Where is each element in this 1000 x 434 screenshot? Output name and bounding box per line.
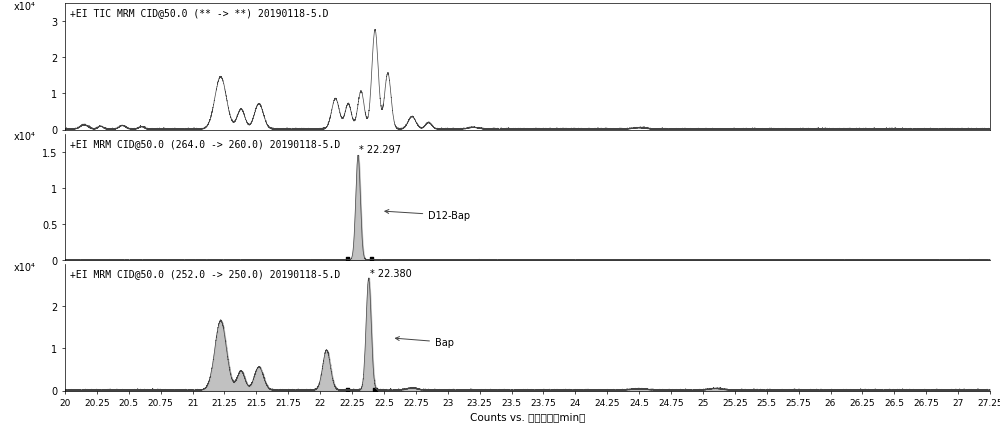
Text: * 22.297: * 22.297 [359,145,401,155]
Text: Bap: Bap [395,337,454,347]
X-axis label: Counts vs. 采集时间（min）: Counts vs. 采集时间（min） [470,411,585,421]
Text: x10⁴: x10⁴ [14,132,36,142]
Text: +EI MRM CID@50.0 (264.0 -> 260.0) 20190118-5.D: +EI MRM CID@50.0 (264.0 -> 260.0) 201901… [70,138,340,148]
Text: +EI TIC MRM CID@50.0 (** -> **) 20190118-5.D: +EI TIC MRM CID@50.0 (** -> **) 20190118… [70,8,328,18]
Text: x10⁴: x10⁴ [14,2,36,12]
Text: * 22.380: * 22.380 [370,269,412,279]
Text: D12-Bap: D12-Bap [385,210,470,221]
Text: +EI MRM CID@50.0 (252.0 -> 250.0) 20190118-5.D: +EI MRM CID@50.0 (252.0 -> 250.0) 201901… [70,269,340,279]
Text: x10⁴: x10⁴ [14,262,36,272]
